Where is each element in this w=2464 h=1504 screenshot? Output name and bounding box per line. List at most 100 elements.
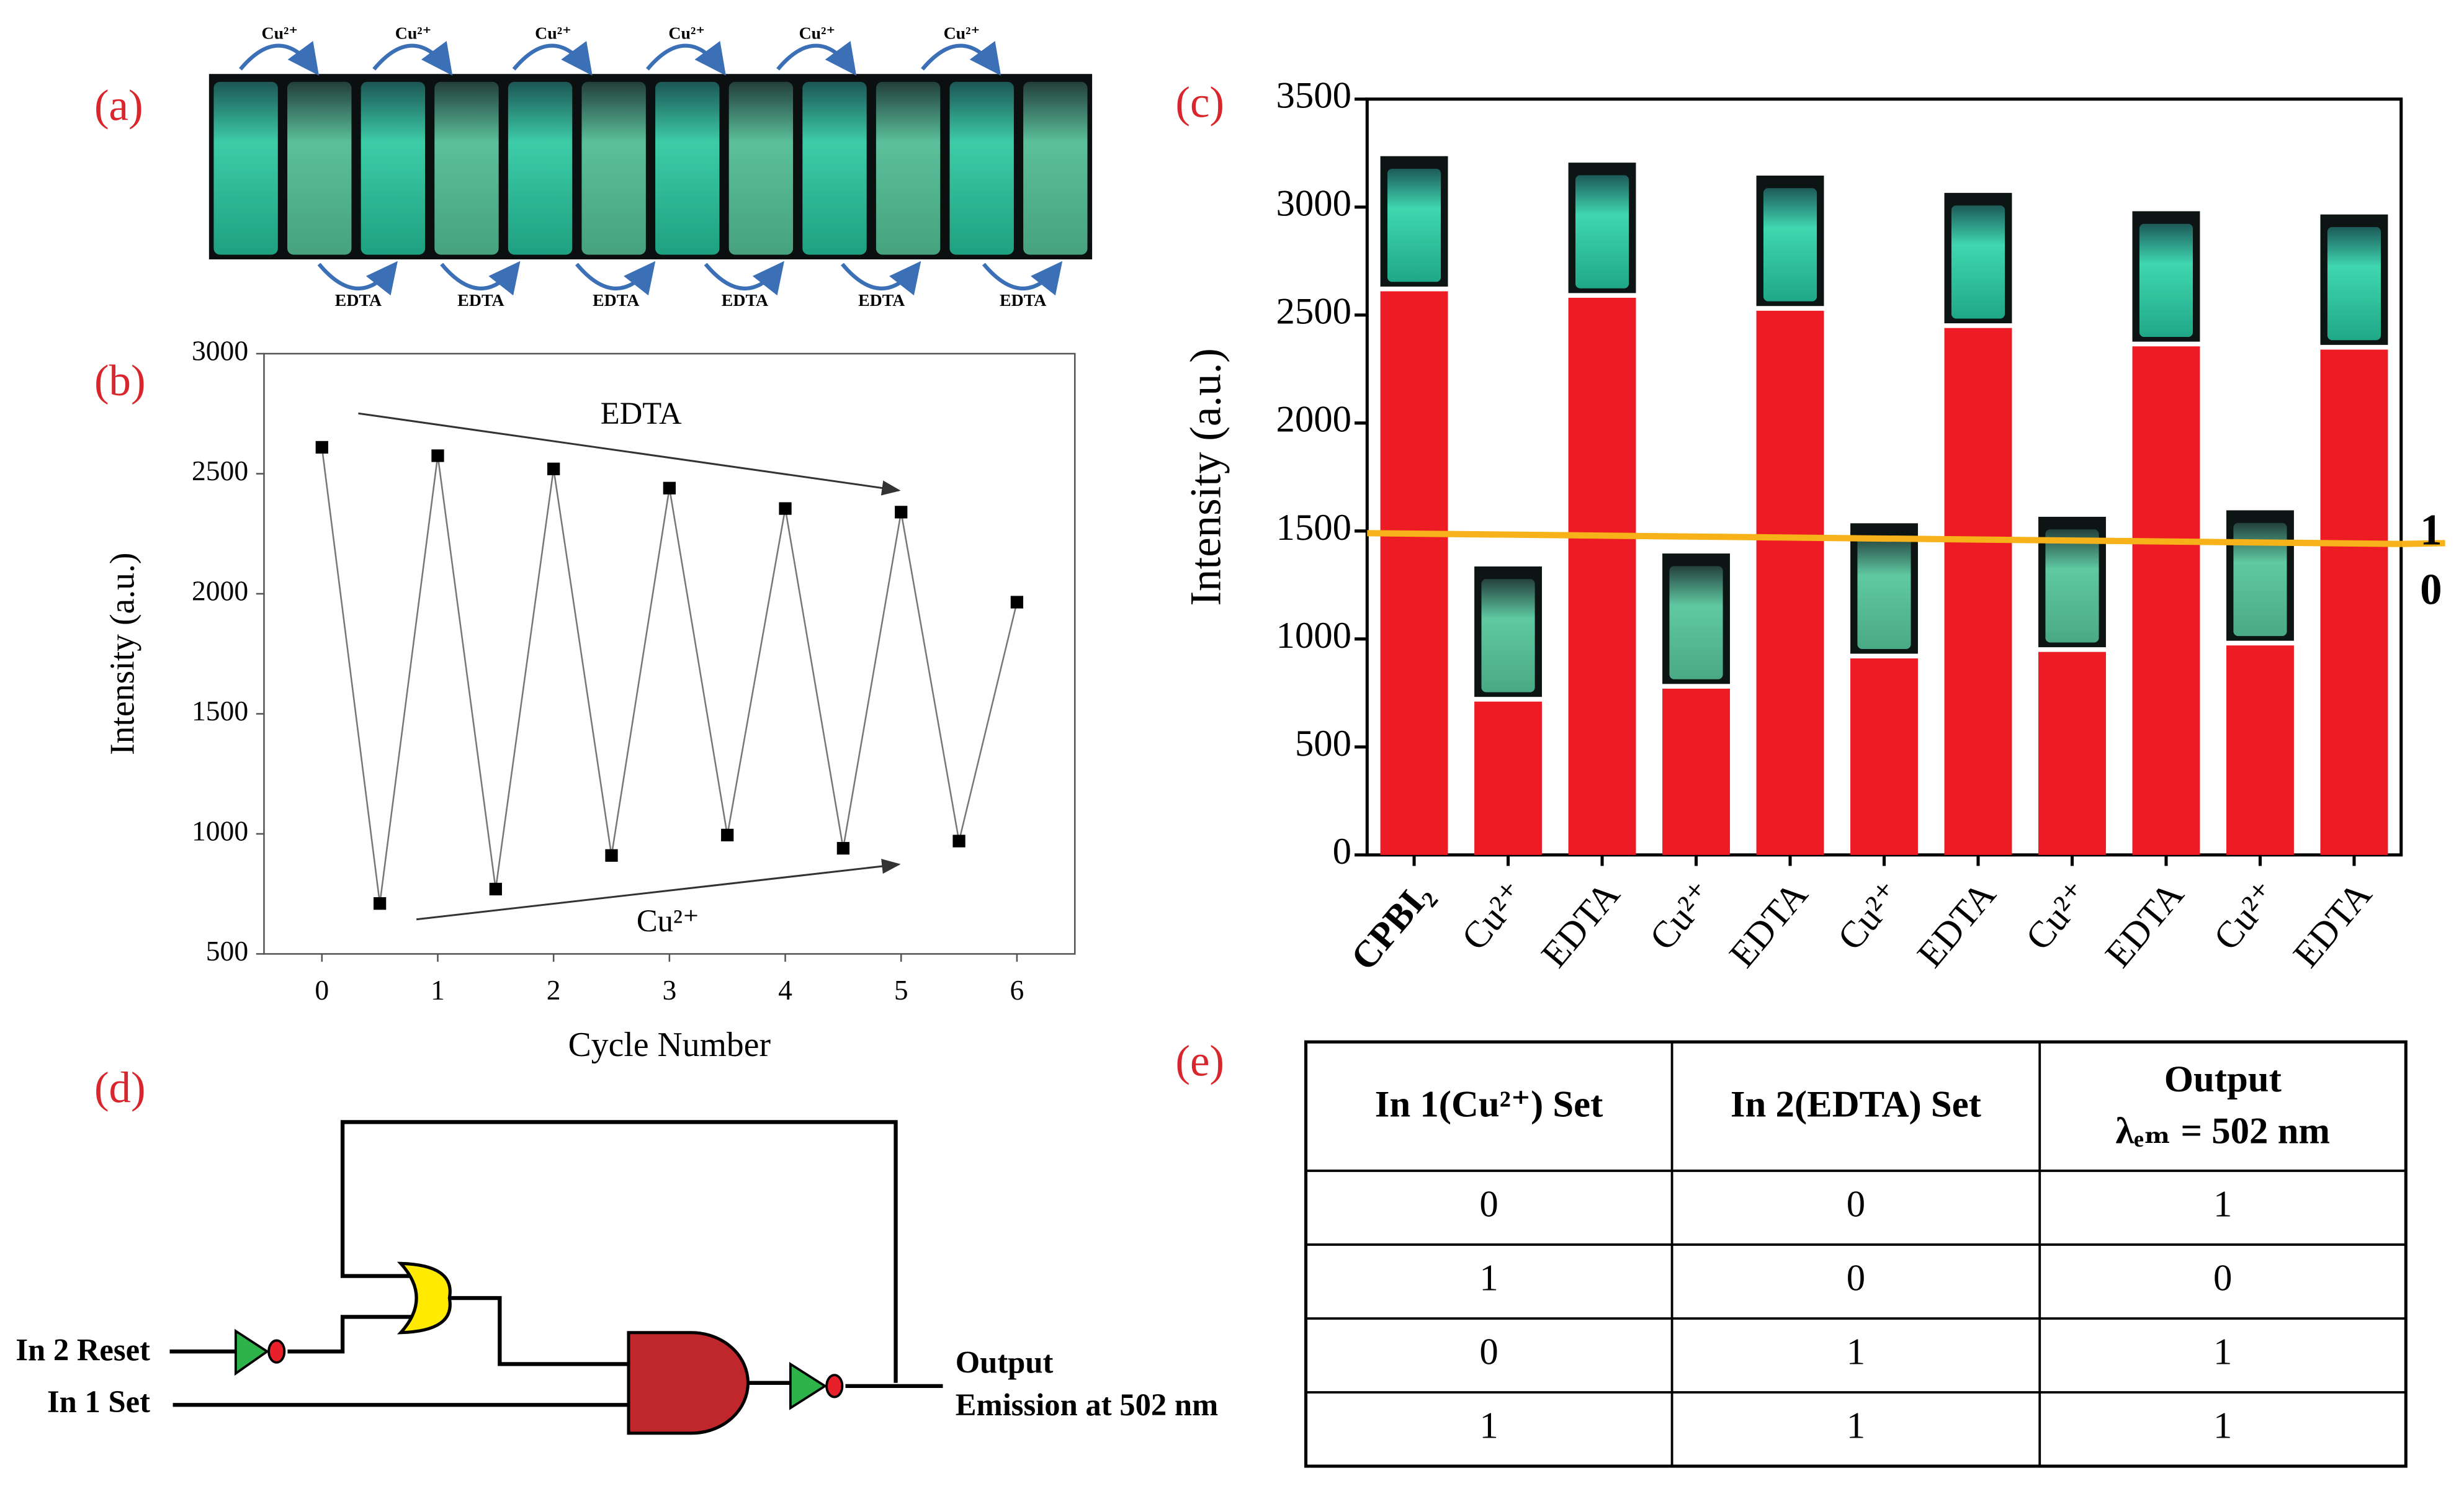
arrow bbox=[982, 261, 1063, 296]
photo bbox=[208, 74, 1093, 260]
x-tick-label: EDTA bbox=[2285, 874, 2380, 975]
point bbox=[663, 481, 676, 495]
y-tick-label: 500 bbox=[206, 935, 248, 967]
x-tick-label: CPBI₂ bbox=[1343, 874, 1440, 978]
point bbox=[952, 835, 965, 848]
point bbox=[779, 502, 792, 515]
cu-label: Cu²⁺ bbox=[535, 24, 571, 43]
y-axis-title: Intensity (a.u.) bbox=[103, 553, 141, 755]
annotation-arrow bbox=[358, 412, 901, 496]
point bbox=[315, 441, 328, 454]
point bbox=[431, 449, 444, 462]
point bbox=[1010, 596, 1024, 609]
arrow bbox=[512, 41, 593, 76]
inset-vial bbox=[2327, 226, 2381, 341]
y-tick-label: 500 bbox=[1295, 723, 1351, 764]
arrow bbox=[440, 261, 521, 296]
table-cell: 1 bbox=[2213, 1331, 2232, 1372]
arrow bbox=[776, 41, 857, 76]
bar bbox=[1944, 328, 2012, 855]
edta-label: EDTA bbox=[858, 291, 905, 310]
y-axis-title: Intensity (a.u.) bbox=[1181, 348, 1230, 606]
table-header: λₑₘ = 502 nm bbox=[2115, 1111, 2330, 1152]
vial bbox=[508, 81, 573, 255]
arrow bbox=[372, 41, 453, 76]
cu-label: Cu²⁺ bbox=[261, 24, 298, 43]
panel-label: (a) bbox=[94, 82, 143, 130]
point bbox=[489, 882, 502, 896]
table-cell: 1 bbox=[2213, 1183, 2232, 1225]
cu-label: Cu²⁺ bbox=[395, 24, 432, 43]
vial bbox=[581, 81, 646, 255]
inset-vial bbox=[1669, 566, 1723, 679]
table-header: In 2(EDTA) Set bbox=[1731, 1084, 1981, 1126]
point bbox=[547, 462, 560, 475]
bar bbox=[1380, 291, 1448, 855]
table-header: In 1(Cu²⁺) Set bbox=[1375, 1084, 1603, 1126]
x-tick-label: EDTA bbox=[1533, 874, 1628, 975]
arrow bbox=[841, 261, 921, 296]
edta-label: EDTA bbox=[1000, 291, 1046, 310]
y-tick-label: 2500 bbox=[192, 455, 248, 486]
x-tick-label: 6 bbox=[1010, 974, 1024, 1006]
bar bbox=[2038, 651, 2106, 855]
table-header: Output bbox=[2164, 1059, 2282, 1100]
point bbox=[836, 842, 850, 855]
bar bbox=[1568, 297, 1636, 855]
vial bbox=[728, 81, 794, 255]
annotation: EDTA bbox=[601, 396, 682, 431]
x-axis-title: Cycle Number bbox=[568, 1026, 771, 1064]
inset-vial bbox=[1951, 205, 2005, 319]
x-tick-label: EDTA bbox=[1909, 874, 2004, 975]
vial bbox=[949, 81, 1014, 255]
inset-vial bbox=[1481, 579, 1535, 692]
cu-label: Cu²⁺ bbox=[668, 24, 705, 43]
x-tick-label: 3 bbox=[662, 974, 676, 1006]
cu-label: Cu²⁺ bbox=[944, 24, 980, 43]
table-cell: 0 bbox=[1847, 1183, 1865, 1225]
bar bbox=[1474, 701, 1542, 855]
bar bbox=[1850, 658, 1918, 855]
y-tick-label: 3500 bbox=[1276, 75, 1351, 117]
threshold-line bbox=[1367, 530, 2401, 547]
output-label: Emission at 502 nm bbox=[956, 1387, 1218, 1422]
y-tick-label: 3000 bbox=[1276, 183, 1351, 225]
bar bbox=[1756, 310, 1824, 855]
vial bbox=[655, 81, 720, 255]
point bbox=[374, 897, 387, 910]
vial bbox=[802, 81, 867, 255]
arrow bbox=[645, 41, 726, 76]
table-cell: 0 bbox=[2213, 1257, 2232, 1299]
arrow bbox=[704, 261, 784, 296]
x-tick-label: 2 bbox=[547, 974, 561, 1006]
inset-vial bbox=[1763, 188, 1817, 302]
edta-label: EDTA bbox=[722, 291, 768, 310]
arrow bbox=[317, 261, 398, 296]
vial bbox=[1023, 81, 1088, 255]
x-tick-label: EDTA bbox=[2097, 874, 2192, 975]
inset-vial bbox=[1387, 168, 1441, 282]
y-tick-label: 2000 bbox=[1276, 399, 1351, 441]
input-label: In 1 Set bbox=[47, 1384, 150, 1419]
x-tick-label: 0 bbox=[315, 974, 329, 1006]
vial bbox=[876, 81, 941, 255]
input-label: In 2 Reset bbox=[16, 1332, 150, 1367]
y-tick-label: 0 bbox=[1333, 831, 1351, 872]
table-cell: 1 bbox=[1479, 1257, 1498, 1299]
annotation-arrow bbox=[416, 859, 901, 921]
inset-vial bbox=[2139, 223, 2193, 338]
y-tick-label: 1000 bbox=[1276, 615, 1351, 656]
vial bbox=[361, 81, 426, 255]
y-tick-label: 2500 bbox=[1276, 291, 1351, 333]
x-tick-label: Cu²⁺ bbox=[1830, 874, 1910, 958]
bar bbox=[1662, 688, 1730, 855]
inset-vial bbox=[1575, 175, 1629, 289]
panel-label: (b) bbox=[94, 357, 146, 405]
x-tick-label: Cu²⁺ bbox=[1642, 874, 1722, 958]
threshold-label: 1 bbox=[2420, 506, 2442, 555]
bar bbox=[2320, 349, 2388, 855]
vial bbox=[213, 81, 278, 255]
table-cell: 0 bbox=[1847, 1257, 1865, 1299]
bar bbox=[2226, 645, 2294, 855]
